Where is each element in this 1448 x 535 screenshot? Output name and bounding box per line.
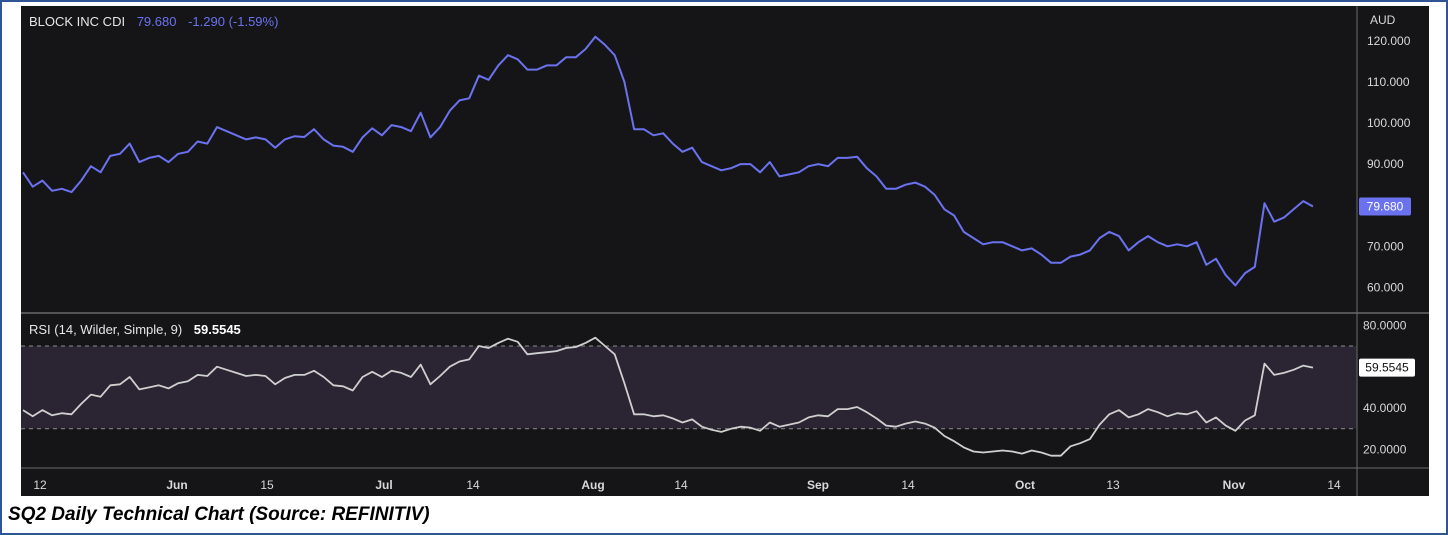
rsi-tick-label: 80.0000 (1363, 318, 1407, 332)
rsi-title: RSI (14, Wilder, Simple, 9) 59.5545 (29, 322, 241, 337)
time-tick-label: Sep (807, 478, 829, 492)
rsi-last-value-label: 59.5545 (1365, 361, 1409, 375)
price-tick-label: 70.000 (1367, 239, 1404, 253)
rsi-band (21, 345, 1357, 429)
time-tick-label: Nov (1223, 478, 1246, 492)
chart-panel: 120.000110.000100.00090.00080.00070.0006… (21, 6, 1429, 496)
currency-label: AUD (1370, 13, 1396, 27)
price-tick-label: 120.000 (1367, 34, 1411, 48)
price-last-value-label: 79.680 (1367, 200, 1404, 214)
price-header-change: -1.290 (-1.59%) (188, 14, 278, 29)
price-axis-ticks: 120.000110.000100.00090.00080.00070.0006… (1367, 34, 1411, 295)
price-header-value: 79.680 (137, 14, 177, 29)
price-last-value-box (1359, 197, 1411, 216)
time-tick-label: Oct (1015, 478, 1035, 492)
time-tick-label: 14 (466, 478, 480, 492)
rsi-title-name: RSI (14, Wilder, Simple, 9) (29, 322, 182, 337)
price-tick-label: 110.000 (1367, 75, 1410, 89)
rsi-line (22, 336, 1314, 457)
price-tick-label: 90.000 (1367, 157, 1404, 171)
time-tick-label: 15 (260, 478, 274, 492)
time-tick-label: 13 (1106, 478, 1120, 492)
price-line (22, 35, 1314, 287)
price-tick-label: 60.000 (1367, 280, 1404, 294)
rsi-tick-label: 20.0000 (1363, 442, 1407, 456)
time-tick-label: 14 (674, 478, 688, 492)
chart-svg: 120.000110.000100.00090.00080.00070.0006… (21, 6, 1429, 496)
rsi-last-value-box (1359, 358, 1415, 377)
rsi-tick-label: 40.0000 (1363, 401, 1407, 415)
rsi-header-value: 59.5545 (194, 322, 241, 337)
price-title-name: BLOCK INC CDI (29, 14, 125, 29)
figure-caption: SQ2 Daily Technical Chart (Source: REFIN… (8, 504, 430, 525)
price-title: BLOCK INC CDI 79.680 -1.290 (-1.59%) (29, 14, 278, 29)
time-axis-ticks: 12 Jun 15 Jul 14 Aug 14 Sep 14 Oct 13 Nov 14 (33, 478, 1341, 492)
time-tick-label: Aug (581, 478, 604, 492)
price-tick-label: 100.000 (1367, 116, 1411, 130)
time-tick-label: Jul (375, 478, 392, 492)
time-tick-label: 14 (901, 478, 915, 492)
time-tick-label: 12 (33, 478, 47, 492)
time-tick-label: 14 (1327, 478, 1341, 492)
time-tick-label: Jun (166, 478, 187, 492)
